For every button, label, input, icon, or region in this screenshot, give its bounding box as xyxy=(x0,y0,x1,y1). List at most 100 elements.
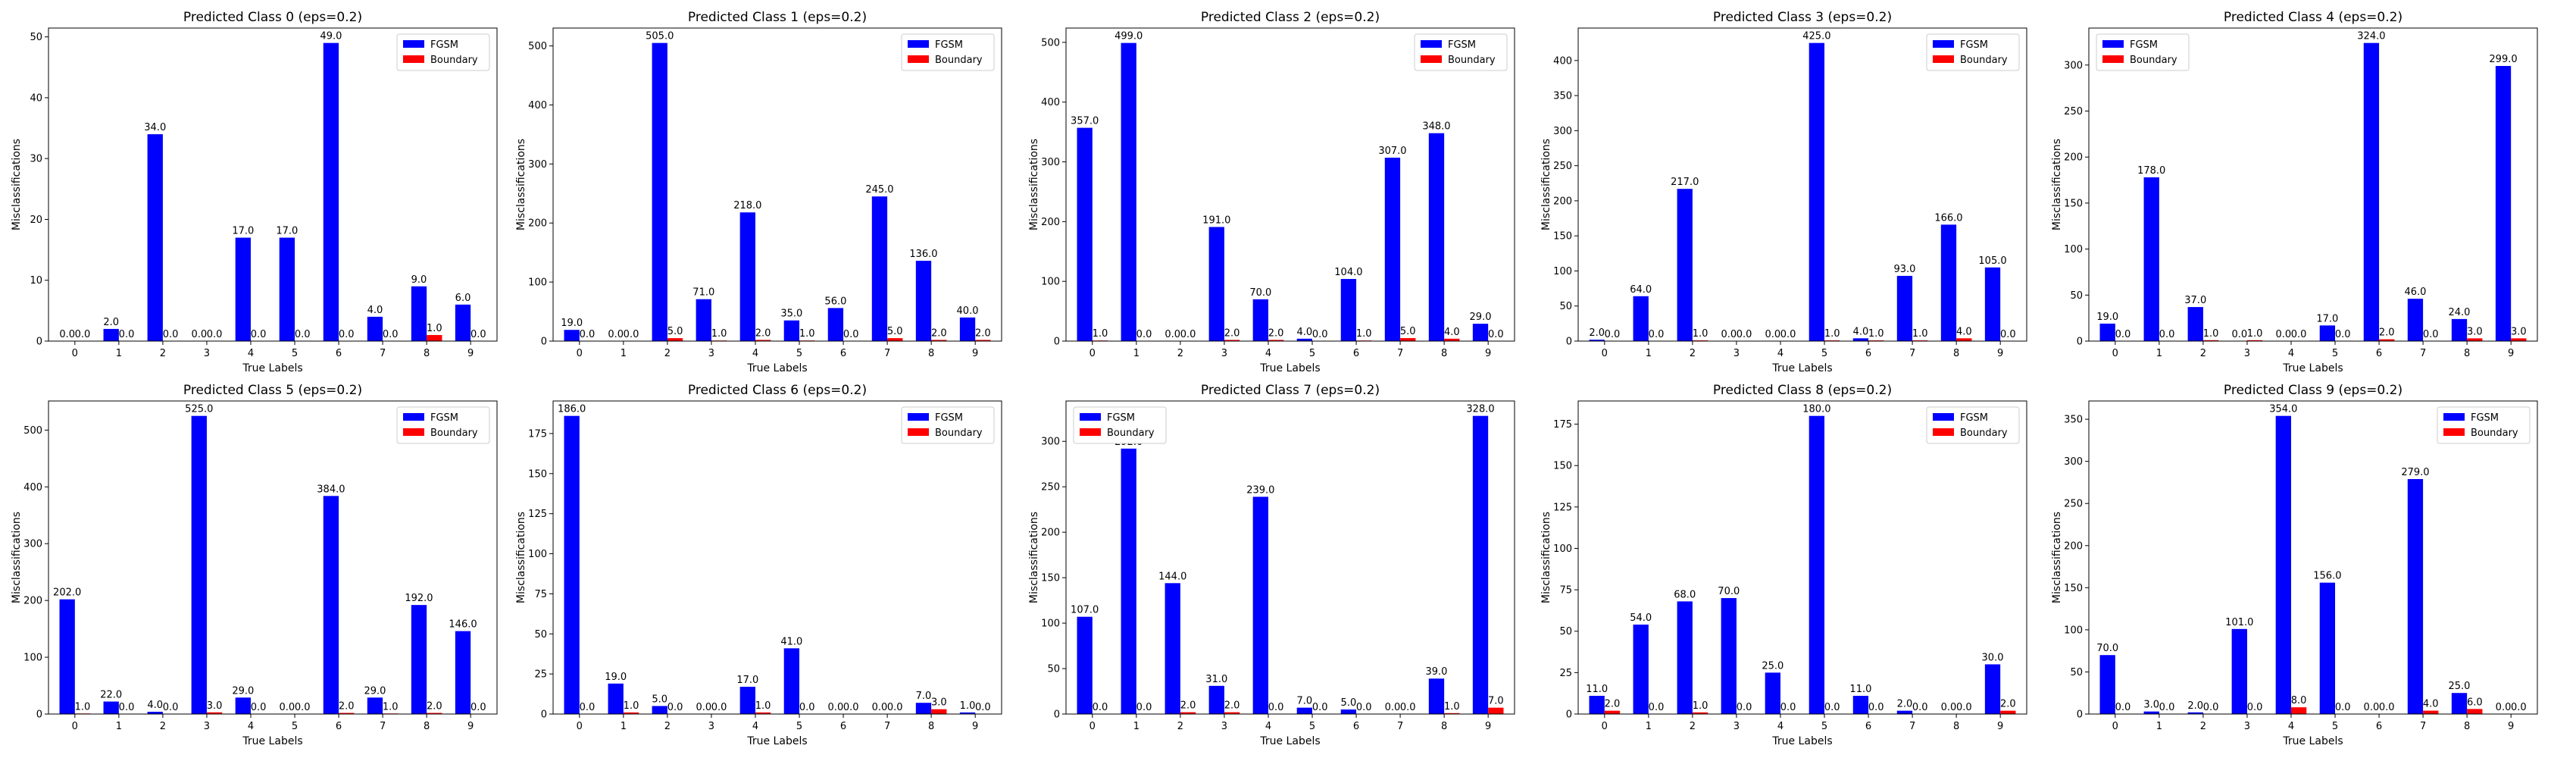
bar-value-label: 70.0 xyxy=(1249,287,1271,299)
bar-value-label: 136.0 xyxy=(909,249,937,260)
bar-value-label: 0.0 xyxy=(207,329,223,340)
y-tick-label: 50 xyxy=(2070,290,2083,302)
legend: FGSM Boundary xyxy=(901,33,995,71)
bar-fgsm xyxy=(2099,323,2115,341)
chart-panel-7: 0501001502002503000123456789107.0292.014… xyxy=(1028,383,1515,747)
x-tick-label: 6 xyxy=(1865,348,1871,359)
x-tick-label: 6 xyxy=(1353,348,1359,359)
bar-fgsm xyxy=(1340,709,1357,714)
y-tick-label: 350 xyxy=(2064,415,2083,426)
y-axis-label: Misclassifications xyxy=(11,139,23,230)
bar-value-label: 0.0 xyxy=(1400,702,1416,713)
y-tick-label: 175 xyxy=(528,428,547,440)
bar-value-label: 0.0 xyxy=(1649,329,1665,340)
bar-value-label: 17.0 xyxy=(276,226,298,237)
y-tick-label: 125 xyxy=(1553,502,1572,513)
bar-value-label: 0.0 xyxy=(1780,702,1796,713)
x-tick-label: 8 xyxy=(424,348,430,359)
x-tick-label: 2 xyxy=(1690,721,1696,732)
bar-value-label: 0.0 xyxy=(251,329,267,340)
bar-boundary xyxy=(1692,712,1708,714)
bar-fgsm xyxy=(103,701,119,714)
bar-fgsm xyxy=(1208,685,1224,714)
x-tick-label: 4 xyxy=(2288,721,2294,732)
bar-value-label: 19.0 xyxy=(2096,312,2118,323)
bar-fgsm xyxy=(827,308,844,341)
bar-value-label: 0.0 xyxy=(624,329,639,340)
bar-value-label: 37.0 xyxy=(2184,295,2206,306)
bar-value-label: 2.0 xyxy=(2379,327,2395,339)
x-tick-label: 1 xyxy=(1646,348,1652,359)
bar-fgsm xyxy=(652,706,667,714)
legend-swatch-boundary xyxy=(403,428,424,436)
y-tick-label: 350 xyxy=(1553,91,1572,102)
x-tick-label: 4 xyxy=(1777,348,1784,359)
x-tick-label: 5 xyxy=(2332,721,2338,732)
bar-value-label: 64.0 xyxy=(1630,284,1652,296)
bar-value-label: 218.0 xyxy=(733,200,761,211)
axes-frame xyxy=(1065,400,1515,715)
bar-value-label: 1.0 xyxy=(799,328,815,340)
x-tick-label: 1 xyxy=(2156,721,2162,732)
x-tick-label: 9 xyxy=(467,721,474,732)
y-tick-label: 400 xyxy=(1041,97,1060,108)
bar-value-label: 0.0 xyxy=(799,702,815,713)
legend-swatch-boundary xyxy=(908,55,929,63)
legend-label: FGSM xyxy=(1448,39,1476,51)
bar-fgsm xyxy=(2319,582,2336,714)
bar-fgsm xyxy=(1852,338,1869,341)
bar-value-label: 499.0 xyxy=(1114,31,1143,42)
bar-fgsm xyxy=(59,599,75,714)
bar-value-label: 146.0 xyxy=(449,619,477,631)
x-tick-label: 8 xyxy=(1441,348,1447,359)
bar-value-label: 0.0 xyxy=(1312,329,1328,340)
bar-value-label: 0.0 xyxy=(843,329,859,340)
y-tick-label: 10 xyxy=(30,275,42,287)
chart-panel-2: 0 100 200 300 400 500 0 1 2 3 4 5 6 7 8 9 357.0 499.0 0.0 1… xyxy=(1028,10,1515,374)
bar-fgsm xyxy=(1384,158,1401,341)
bar-fgsm xyxy=(1077,127,1093,341)
bar-value-label: 0.0 xyxy=(696,702,711,713)
bar-value-label: 328.0 xyxy=(1466,404,1494,415)
bar-value-label: 0.0 xyxy=(1165,329,1180,340)
x-tick-label: 4 xyxy=(2288,348,2294,359)
legend-label: FGSM xyxy=(935,39,963,51)
bar-value-label: 354.0 xyxy=(2269,404,2297,415)
bar-boundary xyxy=(427,713,442,714)
chart-panel-8: 0 25 50 75 100 125 150 175 0 1 2 3 4 5 6 7 8 9 11.0 54.0 68.… xyxy=(1540,383,2027,747)
legend-label: Boundary xyxy=(935,428,983,439)
bar-fgsm xyxy=(2451,318,2468,341)
x-tick-label: 0 xyxy=(1089,348,1096,359)
y-tick-label: 200 xyxy=(2064,540,2083,552)
y-tick-label: 0 xyxy=(1566,337,1572,348)
x-tick-label: 4 xyxy=(248,721,254,732)
legend: FGSM Boundary xyxy=(901,406,995,444)
bar-value-label: 1.0 xyxy=(624,700,639,712)
x-tick-label: 5 xyxy=(1309,721,1315,732)
bar-value-label: 0.0 xyxy=(1605,329,1621,340)
legend: FGSM Boundary xyxy=(2096,33,2190,71)
chart-panel-3: 0 50 100 150 200 250 300 350 400 0 1 2 3 4 5 6 7 8 9 2.0 64.… xyxy=(1540,10,2027,374)
bar-value-label: 7.0 xyxy=(916,691,932,702)
y-tick-label: 150 xyxy=(528,468,547,480)
bar-value-label: 0.0 xyxy=(1765,329,1780,340)
bar-value-label: 0.0 xyxy=(119,329,135,340)
bar-value-label: 101.0 xyxy=(2225,617,2253,628)
y-tick-label: 50 xyxy=(534,629,547,641)
legend-label: Boundary xyxy=(1107,428,1155,439)
axes-frame xyxy=(1065,27,1515,342)
bar-fgsm xyxy=(1809,415,1825,714)
bar-fgsm xyxy=(739,687,755,714)
y-tick-label: 100 xyxy=(528,549,547,560)
axes-frame xyxy=(552,27,1002,342)
x-tick-label: 5 xyxy=(1821,721,1827,732)
bar-value-label: 0.0 xyxy=(295,702,311,713)
bar-value-label: 1.0 xyxy=(960,700,976,712)
bar-value-label: 1.0 xyxy=(1444,701,1460,713)
y-tick-label: 200 xyxy=(2064,152,2083,164)
x-tick-label: 6 xyxy=(840,721,846,732)
bar-fgsm xyxy=(1428,133,1445,341)
bar-boundary xyxy=(755,340,771,341)
bar-fgsm xyxy=(455,631,471,714)
bar-value-label: 0.0 xyxy=(1941,702,1957,713)
